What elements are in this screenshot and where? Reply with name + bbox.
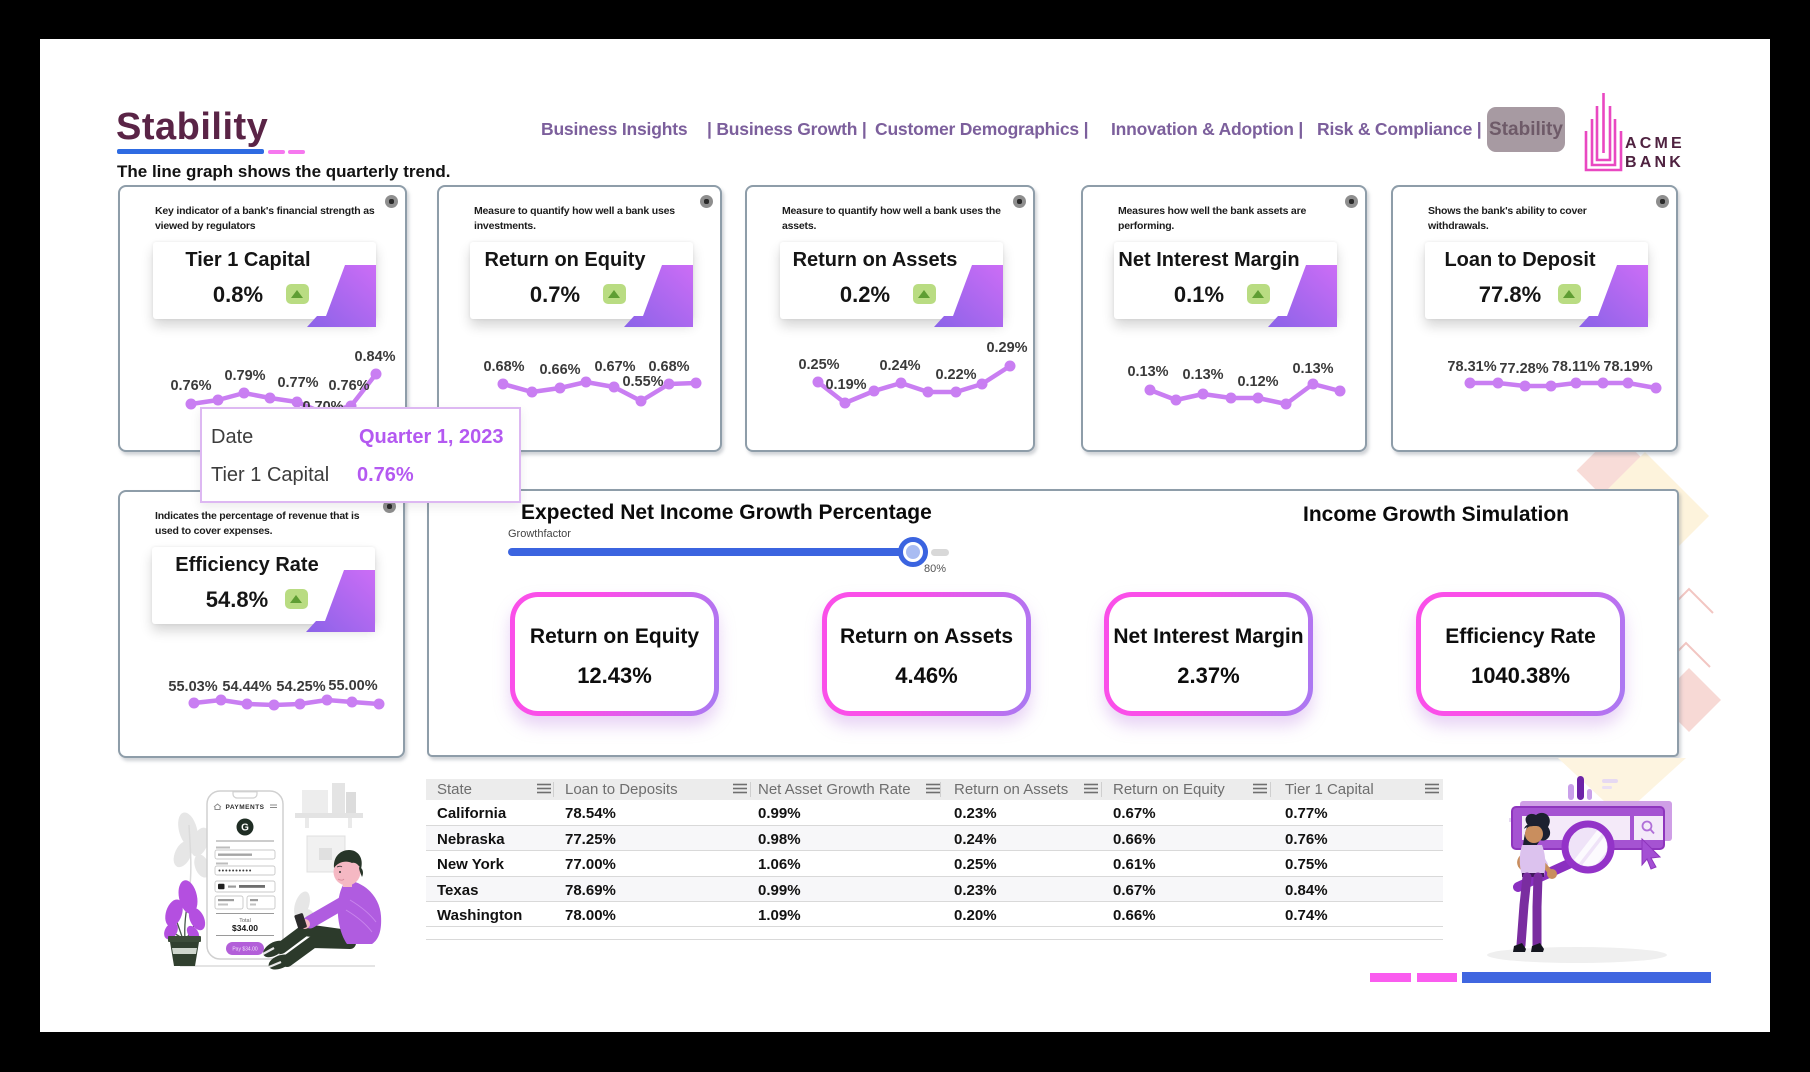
svg-text:0.22%: 0.22% (935, 367, 976, 383)
svg-text:55.00%: 55.00% (328, 678, 377, 694)
svg-text:Pay $34.00: Pay $34.00 (232, 947, 258, 953)
svg-text:54.25%: 54.25% (276, 679, 325, 695)
svg-text:$34.00: $34.00 (232, 923, 258, 933)
svg-text:0.66%: 0.66% (539, 362, 580, 378)
svg-text:0.13%: 0.13% (1292, 361, 1333, 377)
svg-text:0.29%: 0.29% (986, 342, 1027, 356)
svg-text:0.67%: 0.67% (594, 359, 635, 375)
svg-text:BANK: BANK (1625, 154, 1684, 171)
svg-text:0.68%: 0.68% (648, 359, 689, 375)
svg-text:0.76%: 0.76% (328, 378, 369, 394)
svg-text:0.55%: 0.55% (622, 374, 663, 390)
svg-text:0.24%: 0.24% (879, 358, 920, 374)
svg-text:0.25%: 0.25% (798, 357, 839, 373)
svg-text:0.12%: 0.12% (1237, 374, 1278, 390)
svg-text:78.11%: 78.11% (1552, 359, 1600, 375)
svg-text:0.76%: 0.76% (170, 378, 211, 394)
svg-text:55.03%: 55.03% (168, 679, 217, 695)
svg-text:54.44%: 54.44% (222, 679, 271, 695)
svg-text:0.68%: 0.68% (483, 359, 524, 375)
svg-text:0.19%: 0.19% (825, 377, 866, 393)
svg-text:0.84%: 0.84% (354, 349, 395, 365)
svg-text:G: G (241, 823, 249, 834)
svg-text:78.19%: 78.19% (1603, 359, 1652, 375)
svg-text:0.77%: 0.77% (277, 375, 318, 391)
svg-text:0.13%: 0.13% (1127, 364, 1168, 380)
svg-text:Total: Total (239, 918, 251, 924)
svg-text:77.28%: 77.28% (1499, 361, 1548, 377)
svg-text:ACME: ACME (1625, 135, 1685, 152)
svg-text:78.31%: 78.31% (1447, 359, 1496, 375)
svg-text:0.13%: 0.13% (1182, 367, 1223, 383)
svg-text:0.79%: 0.79% (224, 368, 265, 384)
svg-text:PAYMENTS: PAYMENTS (225, 804, 264, 811)
